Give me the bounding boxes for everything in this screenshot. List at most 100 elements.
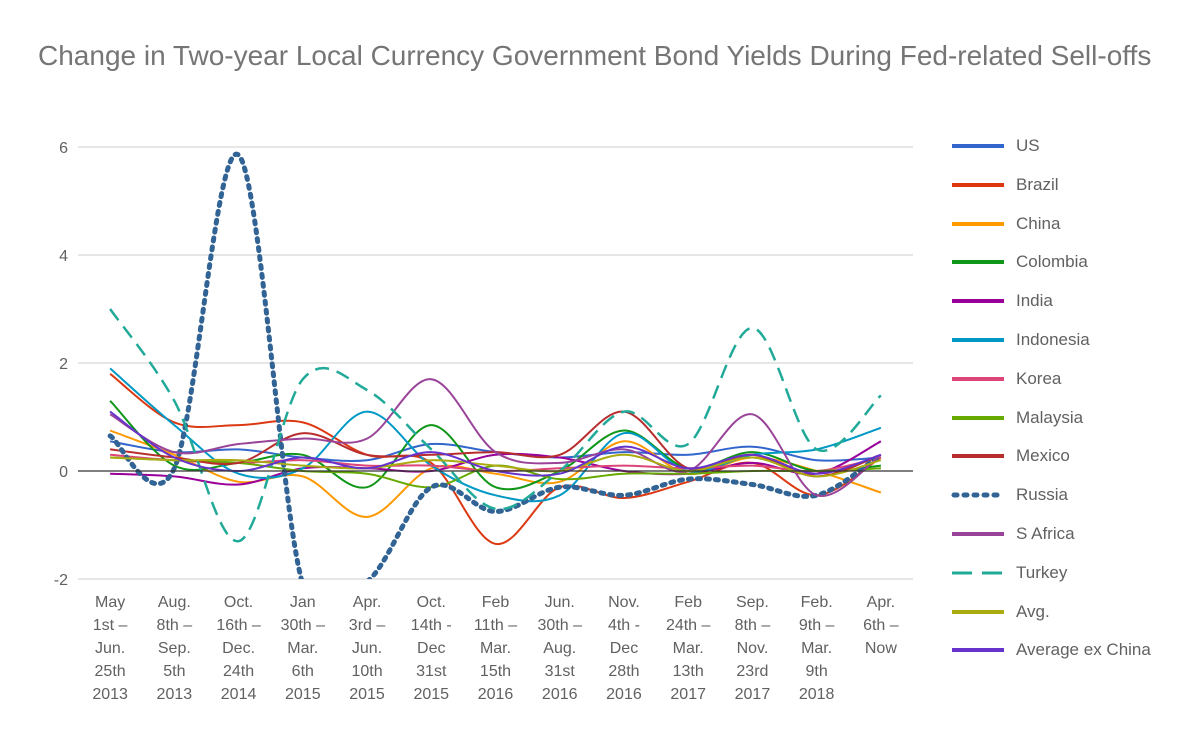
legend-item-india: India bbox=[950, 291, 1053, 311]
x-tick-label-line: 2015 bbox=[349, 686, 385, 703]
legend-swatch bbox=[952, 182, 1004, 187]
legend-label: Mexico bbox=[1016, 446, 1070, 466]
legend-swatch bbox=[951, 492, 1006, 498]
legend-swatch bbox=[952, 144, 1004, 148]
x-tick-label-line: Jan bbox=[290, 594, 316, 611]
x-tick-label-line: Dec. bbox=[222, 640, 255, 657]
x-tick-label-line: 3rd – bbox=[349, 617, 386, 634]
y-tick-label: -2 bbox=[54, 572, 68, 589]
x-tick-label-line: Jun. bbox=[545, 594, 575, 611]
x-tick-label-line: 2018 bbox=[799, 686, 835, 703]
legend-label: Average ex China bbox=[1016, 640, 1151, 660]
x-tick-label-line: 2015 bbox=[413, 686, 449, 703]
legend-swatch bbox=[952, 609, 1004, 614]
x-tick-label-line: 30th – bbox=[537, 617, 582, 634]
x-tick-label-line: 15th bbox=[480, 663, 511, 680]
y-tick-label: 6 bbox=[59, 140, 68, 157]
x-tick-label: Oct. 14th - Dec 31st 2015 bbox=[411, 594, 452, 703]
legend-item-malaysia: Malaysia bbox=[950, 408, 1083, 428]
legend-swatch bbox=[952, 260, 1004, 265]
x-tick-label-line: 14th - bbox=[411, 617, 452, 634]
x-tick-label-line: 24th – bbox=[666, 617, 711, 634]
x-tick-label-line: Feb bbox=[674, 594, 702, 611]
x-tick-label-line: Oct. bbox=[417, 594, 446, 611]
legend-swatch bbox=[952, 415, 1004, 420]
x-tick-label-line: 2014 bbox=[221, 686, 257, 703]
x-tick-label-line: Mar. bbox=[287, 640, 318, 657]
series-line-india bbox=[110, 440, 882, 486]
x-tick-label-line: 2015 bbox=[285, 686, 321, 703]
x-tick-label-line: 6th bbox=[292, 663, 314, 680]
x-tick-label-line: Sep. bbox=[736, 594, 769, 611]
legend-label: Turkey bbox=[1016, 562, 1068, 582]
legend-item-china: China bbox=[950, 214, 1060, 234]
legend-item-brazil: Brazil bbox=[950, 175, 1059, 195]
series-line-avg bbox=[110, 453, 882, 478]
x-tick-label-line: 11th – bbox=[474, 617, 517, 634]
legend-label: Colombia bbox=[1016, 252, 1088, 272]
series-line-china bbox=[109, 429, 882, 518]
x-tick-label-line: 4th - bbox=[608, 617, 640, 634]
x-tick-label: Sep. 8th – Nov. 23rd 2017 bbox=[735, 594, 771, 703]
series-lines bbox=[107, 151, 884, 579]
x-tick-label-line: 9th bbox=[806, 663, 828, 680]
x-tick-label-line: Aug. bbox=[158, 594, 191, 611]
legend-swatch bbox=[952, 338, 1004, 342]
x-tick-label-line: Dec bbox=[417, 640, 445, 657]
x-tick-label: Nov. 4th - Dec 28th 2016 bbox=[606, 594, 642, 703]
x-tick-label-line: 2017 bbox=[670, 686, 706, 703]
x-axis-ticks: May 1st – Jun. 25th 2013 Aug. 8th – Sep. 5th 2013… bbox=[92, 594, 898, 703]
x-tick-label-line: 30th – bbox=[281, 617, 326, 634]
legend-swatch bbox=[952, 454, 1004, 459]
legend-item-russia: Russia bbox=[950, 485, 1068, 505]
x-tick-label-line: 25th bbox=[95, 663, 126, 680]
legend-swatch bbox=[952, 221, 1004, 226]
x-tick-label-line: Mar. bbox=[480, 640, 511, 657]
x-tick-label-line: Feb. bbox=[801, 594, 833, 611]
x-tick-label: Feb. 9th – Mar. 9th 2018 bbox=[799, 594, 835, 703]
x-tick-label-line: Mar. bbox=[673, 640, 704, 657]
legend-swatch bbox=[952, 376, 1004, 381]
x-tick-label-line: Jun. bbox=[352, 640, 382, 657]
x-tick-label: Jun. 30th – Aug. 31st 2016 bbox=[537, 594, 582, 703]
x-tick-label-line: 6th – bbox=[863, 617, 899, 634]
legend-label: Indonesia bbox=[1016, 330, 1090, 349]
x-tick-label-line: 31st bbox=[545, 663, 576, 680]
x-tick-label-line: Mar. bbox=[801, 640, 832, 657]
x-tick-label: Aug. 8th – Sep. 5th 2013 bbox=[157, 594, 193, 703]
x-tick-label-line: Dec bbox=[610, 640, 638, 657]
legend-item-mexico: Mexico bbox=[950, 446, 1070, 466]
x-tick-label-line: Jun. bbox=[95, 640, 125, 657]
x-tick-label: Feb 24th – Mar. 13th 2017 bbox=[666, 594, 711, 703]
x-tick-label-line: 23rd bbox=[736, 663, 768, 680]
chart-title: Change in Two-year Local Currency Govern… bbox=[38, 40, 1152, 71]
legend-label: Korea bbox=[1016, 368, 1062, 388]
legend-label: Avg. bbox=[1016, 601, 1050, 621]
x-tick-label-line: 16th – bbox=[216, 617, 261, 634]
legend-item-turkey: Turkey bbox=[950, 563, 1067, 583]
x-tick-label-line: Oct. bbox=[224, 594, 253, 611]
x-tick-label-line: 2016 bbox=[542, 686, 578, 703]
legend-label: Brazil bbox=[1016, 174, 1059, 194]
legend-label: China bbox=[1016, 213, 1061, 233]
legend-label: S Africa bbox=[1016, 524, 1075, 543]
x-tick-label: Apr. 3rd – Jun. 10th 2015 bbox=[349, 594, 386, 703]
x-tick-label-line: 1st – bbox=[93, 617, 128, 634]
x-tick-label-line: 2013 bbox=[157, 686, 193, 703]
x-tick-label-line: 2016 bbox=[606, 686, 642, 703]
x-tick-label: Apr. 6th – Now bbox=[863, 594, 899, 657]
legend-item-avg: Avg. bbox=[950, 602, 1050, 622]
legend-item-indonesia: Indonesia bbox=[950, 330, 1090, 350]
x-tick-label-line: 9th – bbox=[799, 617, 835, 634]
series-line-turkey bbox=[109, 308, 882, 543]
x-tick-label-line: Apr. bbox=[353, 594, 381, 611]
x-tick-label-line: Aug. bbox=[543, 640, 576, 657]
y-tick-label: 0 bbox=[59, 464, 68, 481]
x-tick-label-line: 24th bbox=[223, 663, 254, 680]
x-tick-label-line: 8th – bbox=[735, 617, 771, 634]
legend-label: Russia bbox=[1016, 485, 1068, 505]
x-tick-label-line: Nov. bbox=[608, 594, 640, 611]
x-tick-label-line: May bbox=[95, 594, 125, 611]
series-line-s-africa bbox=[109, 378, 882, 497]
legend-label: India bbox=[1016, 291, 1053, 311]
